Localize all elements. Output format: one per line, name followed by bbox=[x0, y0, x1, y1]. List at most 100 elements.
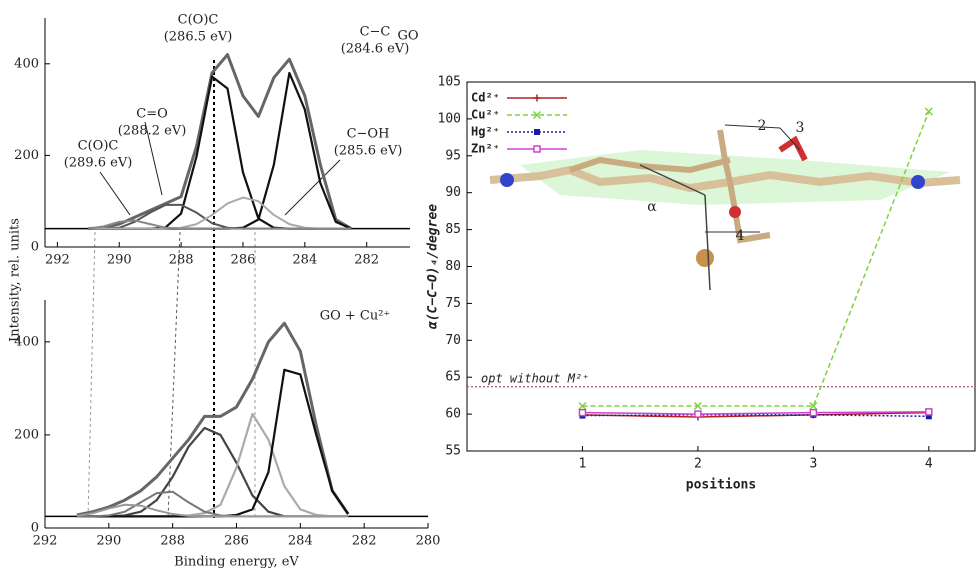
x-tick-label: 1 bbox=[579, 457, 587, 472]
x-tick-label: 290 bbox=[107, 253, 132, 268]
chart: 292 290 288 286 284 282 0 200 400 Intensity, rel.… bbox=[8, 13, 419, 342]
x-tick-label: 284 bbox=[288, 534, 313, 549]
legend-label: Cd²⁺ bbox=[471, 91, 500, 105]
bond bbox=[727, 181, 771, 244]
x-tick-label: 284 bbox=[292, 253, 317, 268]
x-tick-label: 286 bbox=[231, 253, 256, 268]
distance bbox=[724, 124, 801, 151]
marker bbox=[809, 401, 818, 411]
y-tick-label: 55 bbox=[445, 444, 461, 459]
figure-label: 4 bbox=[736, 228, 745, 244]
y-axis-label: α(C−C−O)₄/degree bbox=[426, 204, 441, 329]
y-tick-label: 70 bbox=[445, 333, 461, 348]
x-tick-label: 288 bbox=[169, 253, 194, 268]
atom bbox=[911, 175, 925, 189]
vector bbox=[704, 194, 711, 291]
marker bbox=[924, 107, 933, 116]
y-tick-label: 65 bbox=[445, 370, 461, 385]
marker bbox=[533, 145, 541, 153]
marker bbox=[578, 401, 587, 411]
leader bbox=[284, 159, 341, 216]
marker bbox=[693, 401, 702, 411]
y-tick-label: 400 bbox=[14, 334, 39, 349]
x-tick-label: 282 bbox=[352, 534, 377, 549]
leaders bbox=[99, 121, 341, 216]
marker bbox=[925, 408, 933, 416]
x-tick-label: 282 bbox=[354, 253, 379, 268]
series-line bbox=[582, 111, 930, 407]
y-axis-label: Intensity, rel. units bbox=[8, 218, 23, 342]
marker bbox=[925, 413, 932, 420]
annotation: C−OH bbox=[347, 127, 390, 142]
figure-label: 2 bbox=[758, 118, 767, 134]
y-tick-label: 105 bbox=[438, 75, 461, 90]
bond bbox=[489, 165, 961, 193]
annotation: C−C bbox=[360, 25, 391, 40]
marker bbox=[534, 129, 540, 135]
bond bbox=[717, 129, 733, 183]
y-tick-label: 75 bbox=[445, 296, 461, 311]
metal-ion bbox=[696, 249, 714, 267]
figure-label: α bbox=[647, 199, 657, 215]
chart: 292 290 288 286 284 282 280 0 200 400 Binding ener… bbox=[14, 300, 440, 570]
y-tick-label: 100 bbox=[438, 111, 461, 126]
series-line bbox=[88, 219, 352, 230]
x-tick-label: 292 bbox=[33, 534, 58, 549]
legend-label: Cu²⁺ bbox=[471, 108, 500, 122]
series-line bbox=[88, 75, 352, 230]
y-tick-label: 85 bbox=[445, 222, 461, 237]
series-line bbox=[88, 53, 352, 231]
x-tick-label: 4 bbox=[925, 457, 933, 472]
series-line bbox=[582, 411, 929, 415]
atom bbox=[500, 173, 514, 187]
annotation: GO + Cu²⁺ bbox=[320, 309, 391, 324]
chart: 1 2 3 4 55 60 65 70 75 80 85 90 95 100 105 positions α(C… bbox=[426, 75, 976, 493]
annotation: (285.6 eV) bbox=[334, 144, 403, 159]
marker bbox=[533, 94, 541, 102]
figure-label: 3 bbox=[796, 120, 805, 136]
y-tick-label: 95 bbox=[445, 148, 461, 163]
marker bbox=[809, 408, 818, 417]
x-tick-label: 3 bbox=[809, 457, 817, 472]
y-tick-label: 200 bbox=[14, 148, 39, 163]
annotation: (289.6 eV) bbox=[64, 156, 133, 171]
bond bbox=[569, 156, 731, 174]
annotation: C(O)C bbox=[78, 139, 119, 154]
y-tick-label: 200 bbox=[14, 427, 39, 442]
series-line bbox=[88, 71, 352, 230]
connectors bbox=[87, 60, 256, 519]
series-line bbox=[76, 321, 350, 517]
molecule bbox=[489, 124, 961, 291]
annotation: GO bbox=[397, 29, 418, 44]
reference-label: opt without M²⁺ bbox=[481, 371, 589, 385]
series-line bbox=[76, 503, 349, 518]
marker bbox=[694, 410, 702, 418]
annotation: C=O bbox=[136, 107, 168, 122]
y-tick-label: 80 bbox=[445, 259, 461, 274]
y-tick-label: 0 bbox=[31, 521, 39, 536]
leader bbox=[99, 171, 131, 216]
x-tick-label: 292 bbox=[45, 253, 70, 268]
x-tick-label: 2 bbox=[694, 457, 702, 472]
x-axis-label: Binding energy, eV bbox=[174, 555, 299, 570]
x-axis-label: positions bbox=[686, 478, 756, 493]
y-tick-label: 90 bbox=[445, 185, 461, 200]
bond bbox=[778, 135, 808, 162]
legend-label: Hg²⁺ bbox=[471, 125, 500, 139]
x-tick-label: 286 bbox=[224, 534, 249, 549]
y-tick-label: 60 bbox=[445, 407, 461, 422]
y-tick-label: 400 bbox=[14, 56, 39, 71]
series-line bbox=[76, 412, 349, 518]
x-tick-label: 290 bbox=[96, 534, 121, 549]
x-tick-label: 288 bbox=[160, 534, 185, 549]
annotation: C(O)C bbox=[178, 13, 219, 28]
marker bbox=[532, 110, 542, 120]
vector bbox=[639, 164, 706, 196]
marker bbox=[578, 408, 587, 417]
series-line bbox=[582, 414, 929, 418]
annotation: (284.6 eV) bbox=[341, 42, 410, 57]
legend-label: Zn²⁺ bbox=[471, 142, 500, 156]
leader bbox=[144, 121, 163, 196]
y-tick-label: 0 bbox=[31, 240, 39, 255]
